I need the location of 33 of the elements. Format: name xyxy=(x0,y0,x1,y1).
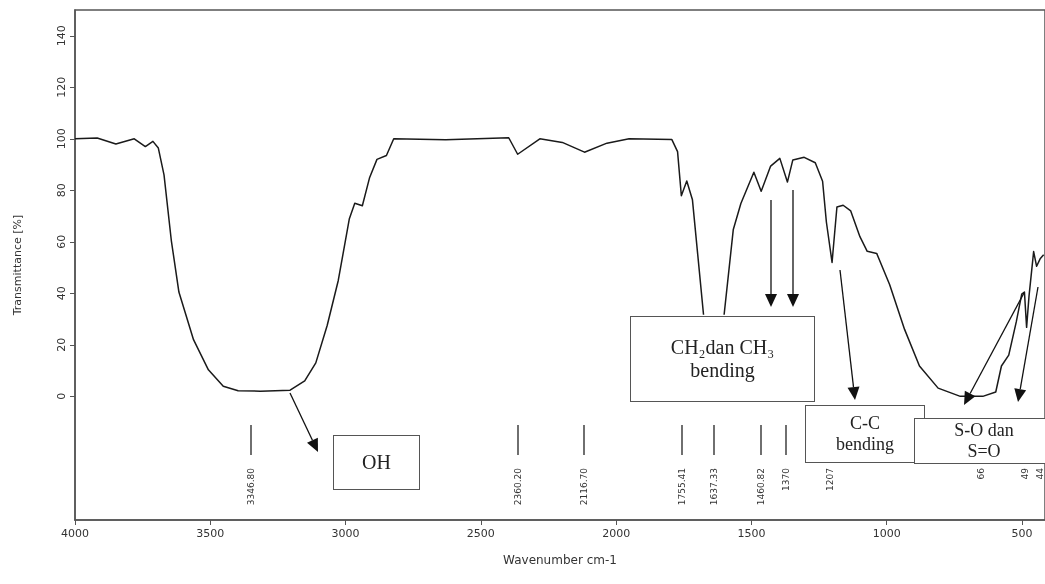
y-tick-label: 60 xyxy=(55,234,68,249)
annotation: 1207 xyxy=(825,468,835,491)
label-box: C-C bending xyxy=(805,405,925,463)
label-box: S-O dan S=O xyxy=(914,418,1045,464)
annotation: 49 xyxy=(1020,467,1030,480)
x-tick-label: 2000 xyxy=(602,527,631,540)
label-box: CH₂dan CH₃ bending xyxy=(630,316,815,402)
x-tick-label: 1500 xyxy=(737,527,766,540)
x-axis-title: Wavenumber cm-1 xyxy=(503,553,617,567)
annotation: 2116.70 xyxy=(579,467,589,506)
annotation: 2360.20 xyxy=(513,467,523,506)
x-tick-label: 500 xyxy=(1011,527,1033,540)
y-axis-title: Transmittance [%] xyxy=(11,214,24,317)
x-tick-label: 3000 xyxy=(331,527,360,540)
x-tick-label: 1000 xyxy=(872,527,901,540)
y-tick-label: 40 xyxy=(55,286,68,301)
y-tick-label: 0 xyxy=(55,392,68,400)
y-tick-label: 20 xyxy=(55,337,68,352)
y-tick-label: 140 xyxy=(55,25,68,47)
y-tick-label: 80 xyxy=(55,183,68,198)
y-tick-label: 100 xyxy=(55,128,68,150)
label-box: OH xyxy=(333,435,420,490)
annotation: 44 xyxy=(1035,467,1045,480)
annotation: 1370 xyxy=(781,467,791,491)
annotation: 1755.41 xyxy=(677,468,687,506)
annotation: 1637.33 xyxy=(709,468,719,506)
x-tick-label: 4000 xyxy=(61,527,89,540)
annotation: 66 xyxy=(976,467,986,480)
annotation: 3346.80 xyxy=(246,467,256,506)
y-tick-label: 120 xyxy=(55,76,68,98)
x-tick-label: 2500 xyxy=(466,527,495,540)
x-tick-label: 3500 xyxy=(196,527,225,540)
annotation: 1460.82 xyxy=(756,468,766,506)
